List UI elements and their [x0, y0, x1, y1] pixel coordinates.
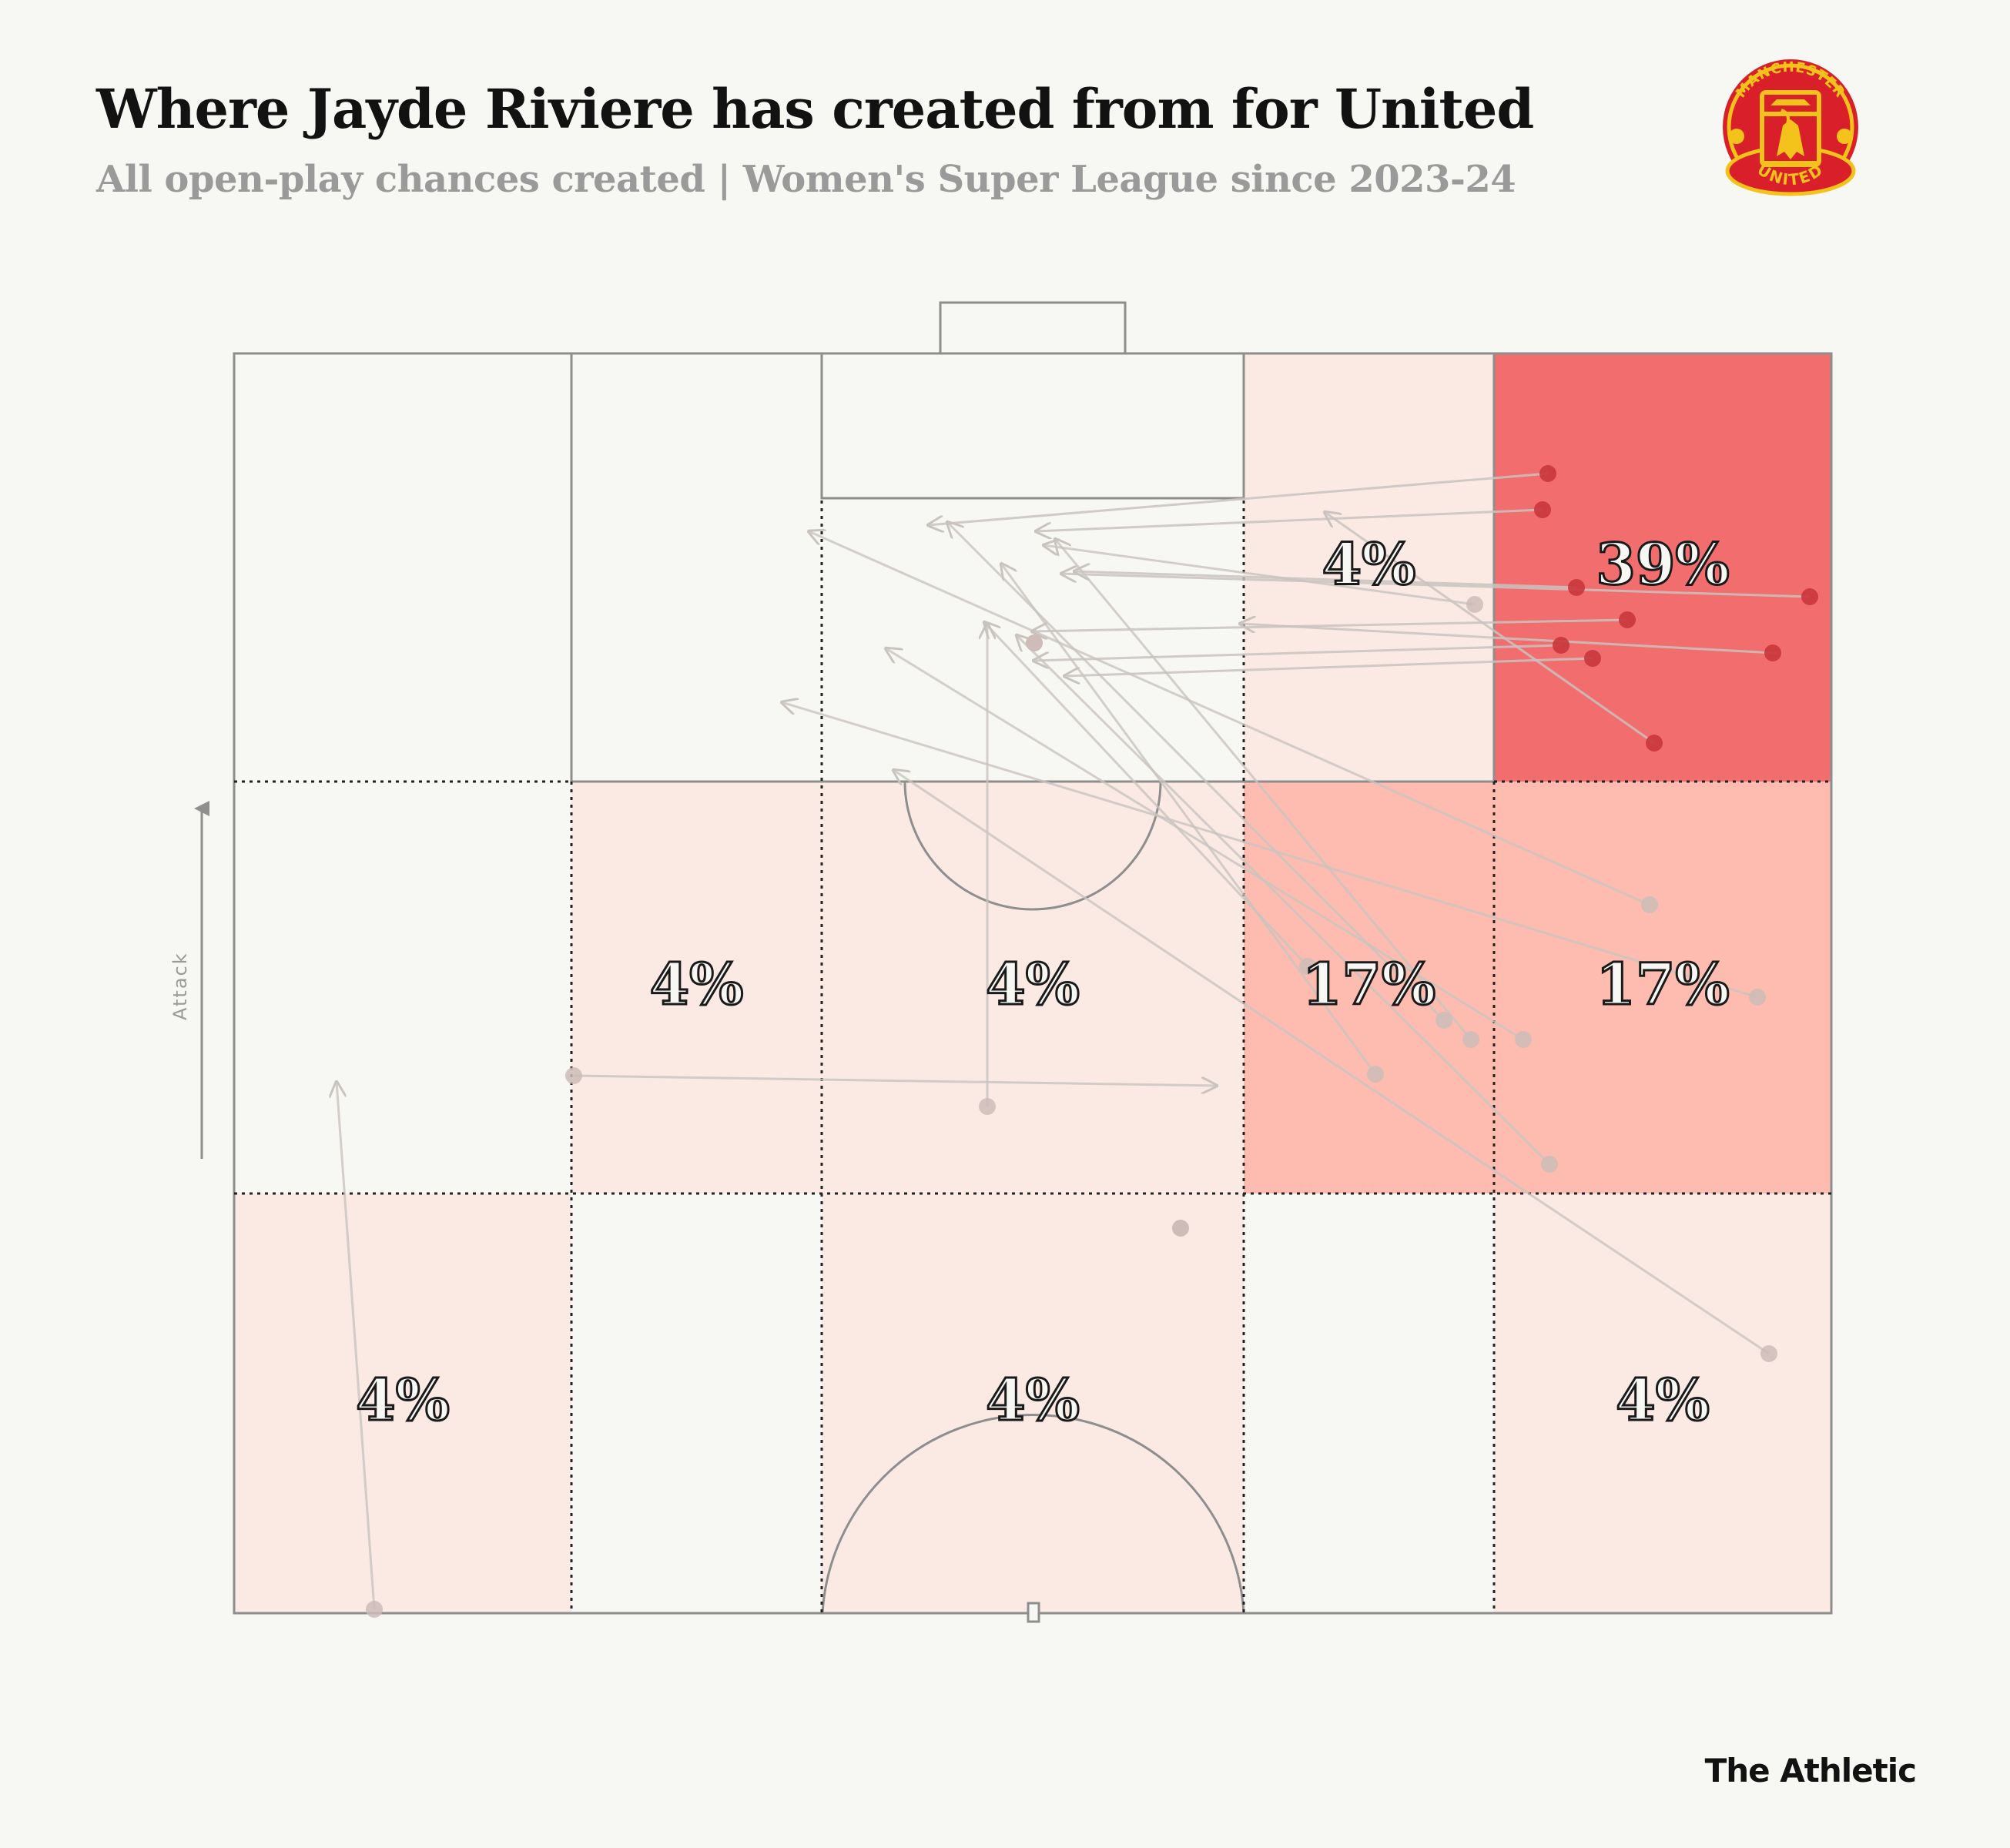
pass-arrow: [893, 770, 1770, 1355]
pass-origin-dot: [1462, 1031, 1479, 1048]
zone-layer: [234, 353, 1831, 1613]
chart-title: Where Jayde Riviere has created from for…: [96, 77, 1534, 141]
pass-arrow: [947, 522, 1446, 1022]
zone-cell: [234, 1194, 571, 1613]
pass-origin-dot: [1641, 896, 1658, 913]
pass-origin-dot: [1568, 579, 1585, 596]
pass-arrow: [886, 648, 1524, 1041]
zone-percentage-label: 4%: [356, 1368, 450, 1434]
zone-cell: [1244, 782, 1494, 1194]
pass-arrow: [1044, 545, 1476, 606]
zone-cell: [1494, 782, 1831, 1194]
pass-arrow: [1001, 564, 1377, 1075]
zone-percentage-label: 4%: [1616, 1368, 1710, 1434]
pass-arrow: [984, 622, 1309, 968]
goal: [939, 301, 1127, 355]
pass-origin-dot: [1299, 958, 1316, 975]
pass-origin-dot: [1534, 501, 1551, 518]
zone-cell: [822, 782, 1244, 1194]
pass-origin-dot: [1646, 735, 1663, 752]
attack-label: Attack: [169, 952, 191, 1020]
pass-arrow: [1017, 635, 1551, 1166]
zone-percentage-label: 39%: [1596, 532, 1729, 598]
pass-layer: [337, 465, 1818, 1618]
pass-arrow: [1036, 508, 1543, 531]
pass-origin-dot: [1553, 637, 1569, 654]
zone-cell: [1494, 1194, 1831, 1613]
pass-arrow: [337, 1082, 376, 1610]
pass-arrow: [782, 702, 1758, 999]
pitch-markings: [233, 301, 1833, 1623]
club-crest-icon: MANCHESTER UNITED: [1723, 59, 1858, 196]
pass-origin-dot: [366, 1601, 383, 1618]
pass-origin-dot: [1619, 611, 1636, 628]
zone-percentage-label: 17%: [1596, 952, 1729, 1018]
pass-arrow: [809, 531, 1650, 906]
pass-arrow: [573, 1074, 1217, 1086]
pass-arrow: [1325, 512, 1655, 745]
brand-logo: The Athletic: [1704, 1752, 1917, 1789]
pass-origin-dot: [565, 1067, 582, 1084]
centre-spot: [1027, 1602, 1040, 1623]
chance-dot: [1026, 634, 1043, 651]
pass-origin-dot: [1749, 989, 1766, 1006]
zone-cell: [1244, 353, 1494, 782]
zone-dividers: [234, 500, 1831, 1613]
pass-arrow: [1033, 644, 1562, 661]
chart-subtitle: All open-play chances created | Women's …: [96, 158, 1516, 201]
penalty-arc: [903, 781, 1162, 911]
pass-arrow: [1074, 571, 1577, 589]
pass-origin-dot: [1541, 1156, 1558, 1173]
zone-cell: [571, 782, 822, 1194]
pass-origin-dot: [1515, 1031, 1532, 1048]
pass-origin-dot: [1435, 1012, 1452, 1029]
pass-origin-dot: [1764, 644, 1781, 661]
pass-origin-dot: [1367, 1066, 1384, 1083]
zone-percentage-label: 4%: [650, 952, 744, 1018]
pass-origin-dot: [1539, 465, 1556, 482]
pass-origin-dot: [1584, 650, 1601, 667]
centre-circle: [821, 1414, 1245, 1614]
zone-percentage-label: 17%: [1302, 952, 1435, 1018]
chance-dot: [1172, 1220, 1189, 1237]
zone-cell: [822, 1194, 1244, 1613]
pass-origin-dot: [1760, 1345, 1777, 1362]
zone-percentage-label: 4%: [1322, 532, 1416, 598]
zone-cell: [1494, 353, 1831, 782]
zone-label-layer: 4% 39% 4% 4% 17% 17% 4% 4% 4%: [355, 531, 1731, 1435]
pass-origin-dot: [1466, 596, 1483, 613]
zone-percentage-label: 4%: [986, 1368, 1080, 1434]
six-yard-box: [820, 352, 1245, 500]
pass-arrow: [928, 472, 1549, 525]
pass-origin-dot: [1801, 588, 1818, 605]
zone-percentage-label: 4%: [986, 952, 1080, 1018]
pass-arrow: [1064, 657, 1593, 676]
pass-origin-dot: [979, 1098, 996, 1115]
pass-arrow: [1055, 539, 1472, 1040]
pass-arrow: [1061, 574, 1811, 598]
